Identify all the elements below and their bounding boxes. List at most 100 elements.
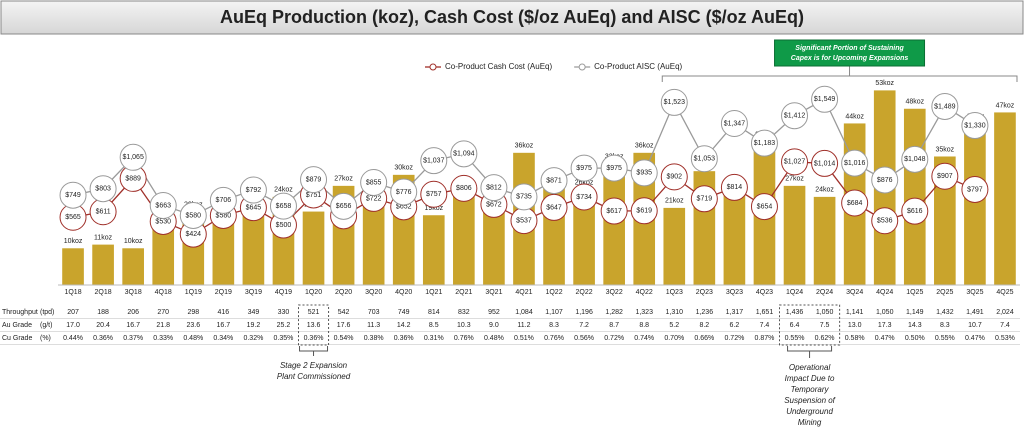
point-marker (269, 192, 297, 220)
table-cell: 0.34% (213, 335, 233, 342)
point-marker (630, 159, 658, 187)
table-cell: 0.74% (634, 335, 654, 342)
point-label: $889 (125, 175, 141, 182)
table-cell: 349 (248, 309, 260, 316)
table-cell: 21.8 (156, 322, 170, 329)
table-cell: 0.38% (364, 335, 384, 342)
x-tick-label: 2Q21 (455, 289, 472, 296)
x-tick-label: 1Q24 (786, 289, 803, 296)
point-label: $619 (636, 208, 652, 215)
table-cell: 8.3 (549, 322, 559, 329)
bar (483, 196, 505, 285)
table-cell: 0.55% (935, 335, 955, 342)
point-marker (931, 162, 959, 190)
point-marker (239, 176, 267, 204)
point-marker (480, 174, 508, 202)
bracket (787, 346, 833, 358)
point-marker (841, 149, 869, 177)
x-tick-label: 2Q23 (696, 289, 713, 296)
table-cell: 0.47% (875, 335, 895, 342)
x-tick-label: 3Q22 (606, 289, 623, 296)
point-marker (209, 186, 237, 214)
x-tick-label: 2Q20 (335, 289, 352, 296)
bar-label: 11koz (94, 234, 113, 241)
point-marker (931, 92, 959, 120)
point-label: $803 (95, 186, 111, 193)
point-marker (510, 183, 538, 211)
x-tick-label: 1Q18 (64, 289, 81, 296)
highlight (779, 304, 841, 346)
point-marker (660, 88, 688, 116)
point-marker (811, 85, 839, 113)
table-cell: 0.44% (63, 335, 83, 342)
table-cell: 8.3 (940, 322, 950, 329)
point-label: $975 (606, 165, 622, 172)
table-cell: 0.33% (153, 335, 173, 342)
point-marker (811, 149, 839, 177)
table-cell: 1,436 (786, 309, 804, 316)
point-marker (450, 140, 478, 168)
table-cell: 8.5 (429, 322, 439, 329)
point-label: $656 (336, 203, 352, 210)
table-cell: 1,282 (605, 309, 623, 316)
annotation-text: Temporary (791, 385, 830, 394)
table-cell: 298 (187, 309, 199, 316)
table-cell: 1,323 (635, 309, 653, 316)
point-label: $616 (907, 208, 923, 215)
point-label: $1,094 (453, 151, 475, 158)
point-marker (390, 178, 418, 206)
table-cell: 1,196 (575, 309, 593, 316)
point-marker (871, 166, 899, 194)
table-cell: 0.35% (274, 335, 294, 342)
point-label: $935 (636, 170, 652, 177)
point-marker (540, 167, 568, 195)
table-cell: 7.2 (579, 322, 589, 329)
table-cell: 0.58% (845, 335, 865, 342)
table-cell: 1,149 (906, 309, 924, 316)
callout-box (774, 39, 926, 67)
point-marker (119, 143, 147, 171)
table-cell: 0.72% (604, 335, 624, 342)
table-cell: 0.56% (574, 335, 594, 342)
point-marker (781, 148, 809, 176)
bar-label: 26koz (575, 179, 594, 186)
point-marker (750, 129, 778, 157)
point-label: $706 (216, 197, 232, 204)
x-tick-label: 1Q22 (545, 289, 562, 296)
point-label: $776 (396, 189, 412, 196)
point-marker (570, 154, 598, 182)
point-label: $1,489 (934, 103, 956, 110)
table-cell: 14.3 (908, 322, 922, 329)
table-cell: 25.2 (277, 322, 291, 329)
point-label: $565 (65, 214, 81, 221)
bar-label: 35koz (936, 146, 955, 153)
point-label: $658 (276, 203, 292, 210)
table-cell: 8.7 (609, 322, 619, 329)
table-cell: 10.3 (457, 322, 471, 329)
bar-label: 48koz (905, 99, 924, 106)
bar-label: 47koz (996, 102, 1015, 109)
point-label: $876 (877, 177, 893, 184)
bar (453, 193, 475, 285)
point-marker (720, 173, 748, 201)
table-cell: 13.6 (307, 322, 321, 329)
x-tick-label: 2Q22 (576, 289, 593, 296)
x-tick-label: 1Q20 (305, 289, 322, 296)
bar-label: 21koz (665, 198, 684, 205)
point-label: $1,549 (814, 96, 836, 103)
table-cell: 188 (97, 309, 109, 316)
table-cell: 0.47% (965, 335, 985, 342)
point-marker (300, 166, 328, 194)
table-cell: 2,024 (996, 309, 1014, 316)
point-label: $1,347 (724, 120, 746, 127)
table-cell: 14.2 (397, 322, 411, 329)
bar-label: 30koz (394, 165, 413, 172)
bar (302, 211, 325, 285)
x-tick-label: 3Q18 (125, 289, 142, 296)
table-cell: 0.62% (815, 335, 835, 342)
bar (813, 196, 836, 285)
row-label: Cu Grade (2, 335, 32, 342)
table-cell: 1,107 (545, 309, 563, 316)
point-marker (540, 193, 568, 221)
bar-label: 19koz (424, 205, 443, 212)
